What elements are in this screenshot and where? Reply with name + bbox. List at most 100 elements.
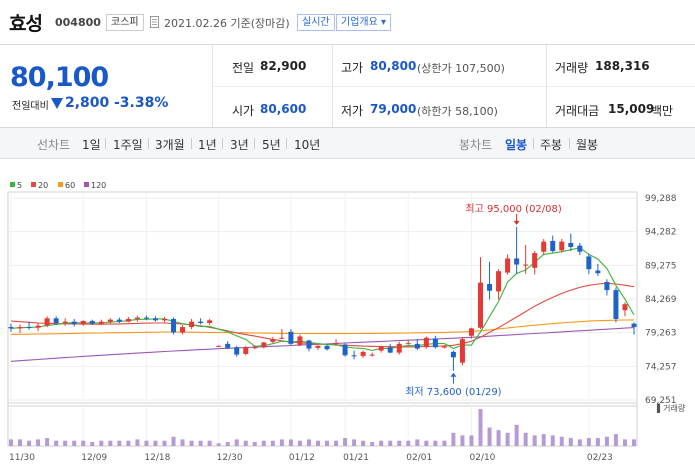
volume-bar <box>297 440 302 446</box>
volume-bar <box>63 440 68 446</box>
candle-body <box>622 304 628 311</box>
tab-1-week[interactable]: 1주일 <box>113 138 143 152</box>
y-tick-label: 99,288 <box>645 194 677 204</box>
legend-ma120-label: 120 <box>91 181 107 190</box>
candle-body <box>369 354 375 356</box>
candle-body <box>234 347 240 355</box>
volume-bar <box>397 440 402 446</box>
candle-body <box>107 319 113 322</box>
candle-body <box>288 331 294 344</box>
volume-bar <box>117 440 122 446</box>
current-price: 80,100 <box>10 62 109 93</box>
volume-bar <box>343 438 348 446</box>
tab-1-year[interactable]: 1년 <box>198 138 217 152</box>
volume-bar <box>243 440 248 446</box>
volume-bar <box>126 440 131 446</box>
tab-5-years[interactable]: 5년 <box>262 138 281 152</box>
y-tick-label: 94,282 <box>645 228 677 238</box>
y-tick-label: 74,257 <box>645 362 677 372</box>
candle-body <box>459 339 465 363</box>
candle-body <box>559 241 565 251</box>
candle-body <box>378 346 384 351</box>
volume-bar <box>478 409 483 446</box>
lower-limit: (하한가 58,100) <box>417 105 498 118</box>
legend-ma5: 5 <box>10 181 22 190</box>
x-tick-label: 02/23 <box>587 453 613 463</box>
divider <box>533 138 534 149</box>
volume-bar <box>261 440 266 446</box>
candle-body <box>189 321 195 328</box>
x-tick-label: 11/30 <box>9 453 35 463</box>
high-annotation: 최고 95,000 (02/08) <box>465 203 561 215</box>
candle-body <box>541 241 547 252</box>
quote-date: 2021.02.26 기준(장마감) <box>164 17 290 30</box>
volume-bar <box>198 440 203 446</box>
change-label: 전일대비 <box>12 101 49 112</box>
divider <box>213 86 695 87</box>
volume-bar <box>469 435 474 446</box>
realtime-button[interactable]: 실시간 <box>297 14 335 31</box>
volume-bar <box>532 435 537 446</box>
volume-bar <box>108 440 113 446</box>
volume-bar <box>586 438 591 446</box>
amount-unit: 백만 <box>651 104 674 118</box>
candle-body <box>252 347 258 349</box>
volume-frame <box>7 402 638 447</box>
tab-weekly-candle[interactable]: 주봉 <box>540 138 563 152</box>
candlestick-chart[interactable]: 99,288 94,282 89,275 84,269 79,263 74,257 69,2… <box>0 190 695 470</box>
candle-body <box>306 340 312 349</box>
volume-bar <box>559 436 564 446</box>
tab-3-months[interactable]: 3개월 <box>155 138 185 152</box>
high-label: 고가 <box>341 61 364 75</box>
amount-value: 15,009 <box>608 102 655 116</box>
stock-code: 004800 <box>55 16 101 29</box>
volume-bar <box>279 439 284 446</box>
candle-body <box>225 343 231 348</box>
candle-body <box>207 320 213 324</box>
volume-bar <box>406 440 411 446</box>
tab-10-years[interactable]: 10년 <box>294 138 321 152</box>
document-icon[interactable] <box>150 16 159 28</box>
x-tick-label: 12/30 <box>217 453 243 463</box>
legend-ma120: 120 <box>84 181 106 190</box>
volume-bar <box>613 434 618 446</box>
candle-body <box>387 347 393 353</box>
candle-body <box>487 283 493 291</box>
high-arrow-icon <box>513 220 520 225</box>
company-overview-dropdown[interactable]: 기업개요 ▾ <box>336 14 391 31</box>
volume-label: ▌거래량 <box>656 403 686 413</box>
prev-close-value: 82,900 <box>260 59 307 73</box>
candle-body <box>505 258 511 273</box>
divider <box>569 138 570 149</box>
volume-bar <box>171 436 176 446</box>
open-value: 80,600 <box>260 102 307 116</box>
candle-chart-label: 봉차트 <box>459 138 493 152</box>
candle-body <box>450 351 456 358</box>
line-chart-label: 선차트 <box>37 138 71 152</box>
volume-bar <box>288 439 293 446</box>
candle-body <box>98 321 104 324</box>
candle-body <box>8 327 14 329</box>
volume-label: 거래량 <box>555 61 589 75</box>
volume-bar <box>632 439 636 446</box>
candle-body <box>261 342 267 348</box>
volume-bar <box>18 439 23 446</box>
tab-daily-candle[interactable]: 일봉 <box>505 138 528 152</box>
volume-bar <box>216 443 221 446</box>
volume-bar <box>388 440 393 446</box>
volume-bar <box>45 438 50 446</box>
candle-body <box>89 320 95 324</box>
candle-body <box>71 321 77 325</box>
volume-bar <box>225 442 230 446</box>
stock-name: 효성 <box>9 13 43 35</box>
down-arrow-icon <box>51 98 63 109</box>
volume-bar <box>72 440 77 446</box>
candle-body <box>333 343 339 345</box>
low-arrow-icon <box>450 372 457 377</box>
tab-1-day[interactable]: 1일 <box>82 138 101 152</box>
tab-3-years[interactable]: 3년 <box>230 138 249 152</box>
volume-bar <box>379 440 384 446</box>
y-tick-label: 69,251 <box>645 396 677 406</box>
tab-monthly-candle[interactable]: 월봉 <box>576 138 599 152</box>
amount-label: 거래대금 <box>555 104 600 118</box>
